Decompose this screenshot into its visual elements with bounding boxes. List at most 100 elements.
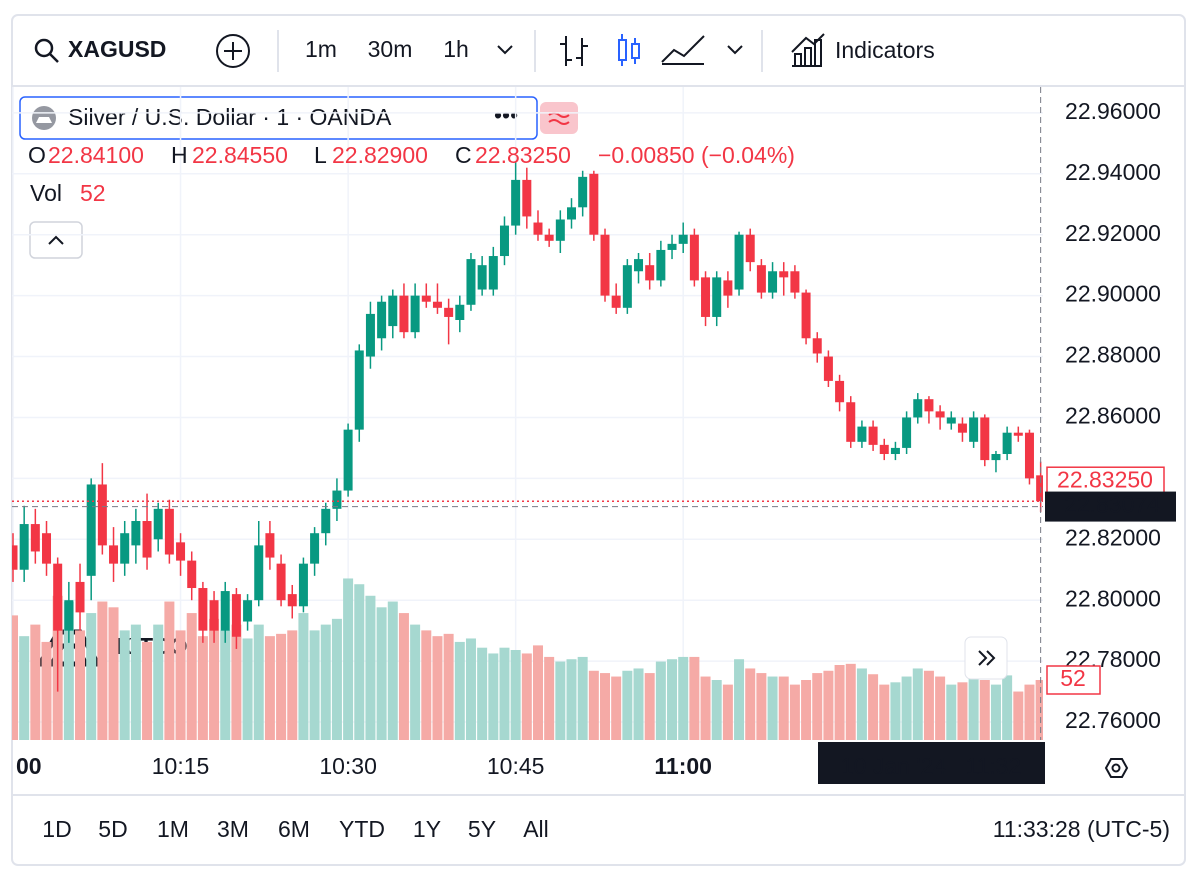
volume-bar	[410, 624, 421, 740]
last-price-label: 22.83250	[1057, 466, 1153, 492]
candle-body	[354, 350, 364, 430]
candle-body	[120, 533, 130, 564]
x-tick-label: 10:15	[152, 753, 210, 779]
candle-body	[444, 307, 454, 317]
range-button[interactable]: 5Y	[468, 816, 496, 842]
candle-body	[544, 234, 554, 241]
area-style-icon[interactable]	[661, 35, 705, 65]
candle-body	[957, 423, 967, 433]
candle-body	[388, 295, 398, 327]
candle-body	[879, 444, 889, 455]
candle-body	[555, 219, 565, 241]
y-tick-label: 22.82000	[1065, 524, 1161, 550]
volume-bar	[175, 630, 186, 740]
candle-body	[53, 563, 63, 631]
volume-bar	[231, 624, 242, 740]
volume-bar	[108, 607, 119, 740]
crosshair-time-box	[818, 742, 1045, 784]
candle-body	[466, 259, 476, 305]
candle-body	[723, 280, 733, 296]
bar-style-icon[interactable]	[560, 36, 588, 66]
candle-body	[1024, 432, 1034, 479]
volume-bar	[309, 630, 320, 740]
range-button[interactable]: 1M	[157, 816, 189, 842]
collapse-button[interactable]	[29, 221, 83, 259]
candle-body	[522, 179, 532, 217]
candle-body	[567, 207, 576, 220]
search-icon	[34, 38, 54, 58]
style-menu[interactable]	[727, 45, 743, 55]
range-button[interactable]: 6M	[278, 816, 310, 842]
volume-bar	[577, 656, 588, 740]
candle-body	[209, 600, 219, 631]
candle-body	[969, 417, 979, 442]
crosshair-price-box	[1045, 491, 1176, 522]
range-button[interactable]: All	[523, 816, 549, 842]
range-button[interactable]: YTD	[339, 816, 385, 842]
volume-bar	[700, 676, 711, 740]
candle-body	[377, 301, 387, 339]
candle-body	[823, 356, 833, 381]
volume-bar	[1013, 691, 1024, 740]
candle-body	[75, 581, 85, 613]
candle-body	[365, 313, 375, 357]
range-button[interactable]: 3M	[217, 816, 249, 842]
candle-body	[1013, 432, 1023, 436]
volume-bar	[957, 682, 968, 740]
candle-body	[924, 399, 934, 412]
candle-body	[734, 234, 744, 290]
candle-body	[12, 545, 18, 570]
candle-style-icon[interactable]	[618, 34, 640, 66]
plot-area: KITCO	[12, 87, 1043, 740]
volume-bar	[454, 641, 465, 740]
candle-body	[287, 594, 297, 607]
interval-button[interactable]: 30m	[368, 36, 413, 62]
candle-body	[712, 277, 722, 317]
candle-body	[243, 600, 253, 622]
volume-bar	[890, 682, 901, 740]
volume-bar	[488, 653, 499, 740]
symbol-search[interactable]: XAGUSD	[34, 36, 166, 63]
candle-body	[142, 521, 152, 558]
volume-bar	[130, 624, 141, 740]
settings-button[interactable]	[1104, 758, 1129, 778]
candle-body	[611, 295, 621, 308]
candle-body	[846, 402, 856, 442]
volume-bar	[856, 668, 867, 740]
volume-bar	[142, 641, 153, 740]
volume-label-box	[1046, 665, 1101, 695]
candle-body	[1036, 475, 1043, 502]
indicators-button[interactable]: Indicators	[791, 33, 935, 67]
candle-body	[97, 484, 107, 546]
range-button[interactable]: 1Y	[413, 816, 441, 842]
volume-bar	[778, 676, 789, 740]
scroll-to-realtime[interactable]	[964, 636, 1008, 680]
volume-bar	[276, 633, 287, 740]
volume-bar	[789, 684, 800, 740]
y-tick-label: 22.86000	[1065, 403, 1161, 429]
volume-bar	[633, 668, 644, 740]
candle-body	[176, 542, 186, 561]
candle-body	[634, 259, 644, 272]
symbol-logo-bar	[36, 117, 52, 123]
indicators-label: Indicators	[835, 37, 935, 63]
interval-button[interactable]: 1m	[305, 36, 337, 62]
volume-bar	[521, 653, 532, 740]
volume-bar	[834, 665, 845, 740]
candle-body	[600, 234, 610, 296]
volume-bar	[946, 684, 957, 740]
compare-badge[interactable]	[540, 102, 578, 134]
volume-bar	[19, 636, 30, 740]
volume-bar	[622, 670, 633, 740]
range-button[interactable]: 1D	[42, 816, 71, 842]
add-symbol[interactable]	[216, 34, 250, 68]
interval-button[interactable]: 1h	[443, 36, 469, 62]
candle-body	[30, 524, 40, 552]
range-button[interactable]: 5D	[98, 816, 127, 842]
more-button[interactable]: •••	[494, 102, 518, 128]
interval-menu[interactable]	[497, 45, 513, 55]
candle-body	[589, 173, 599, 235]
legend-low: 22.82900	[332, 142, 428, 168]
volume-bar	[901, 676, 912, 740]
symbol-box[interactable]	[19, 96, 538, 140]
